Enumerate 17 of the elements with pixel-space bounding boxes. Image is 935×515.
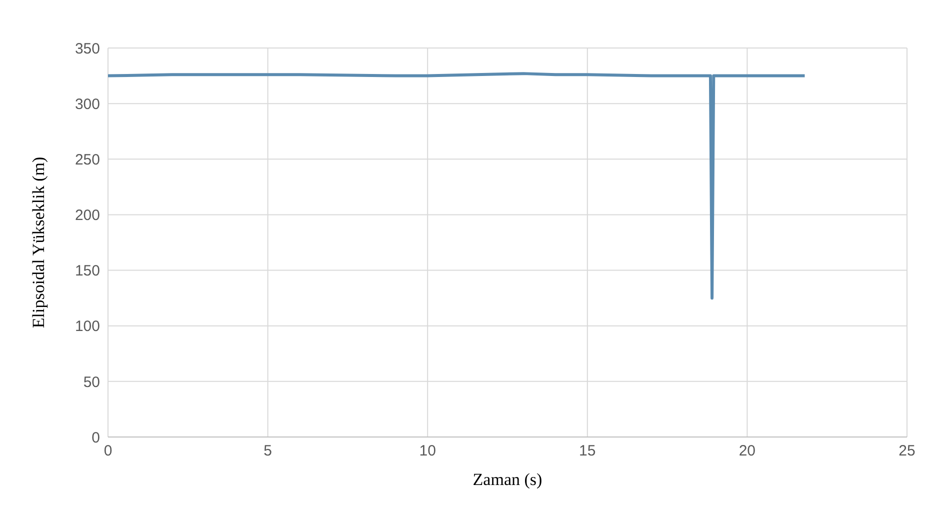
x-tick-label: 15 — [579, 442, 596, 460]
x-tick-label: 10 — [419, 442, 436, 460]
y-tick-label: 150 — [74, 262, 100, 280]
y-tick-label: 250 — [74, 151, 100, 168]
x-tick-label: 5 — [264, 442, 272, 460]
x-tick-label: 0 — [104, 442, 112, 460]
y-axis-title: Elipsoidal Yükseklik (m) — [29, 156, 48, 328]
x-tick-label: 20 — [738, 442, 756, 460]
y-tick-label: 50 — [83, 374, 100, 391]
y-tick-label: 100 — [74, 318, 100, 336]
x-tick-label: 25 — [898, 442, 916, 460]
x-axis-title: Zaman (s) — [472, 470, 542, 489]
y-tick-label: 0 — [92, 429, 100, 446]
line-series — [108, 72, 806, 300]
y-tick-label: 200 — [74, 207, 100, 224]
y-tick-label: 350 — [74, 40, 100, 58]
y-tick-label: 300 — [74, 96, 100, 113]
